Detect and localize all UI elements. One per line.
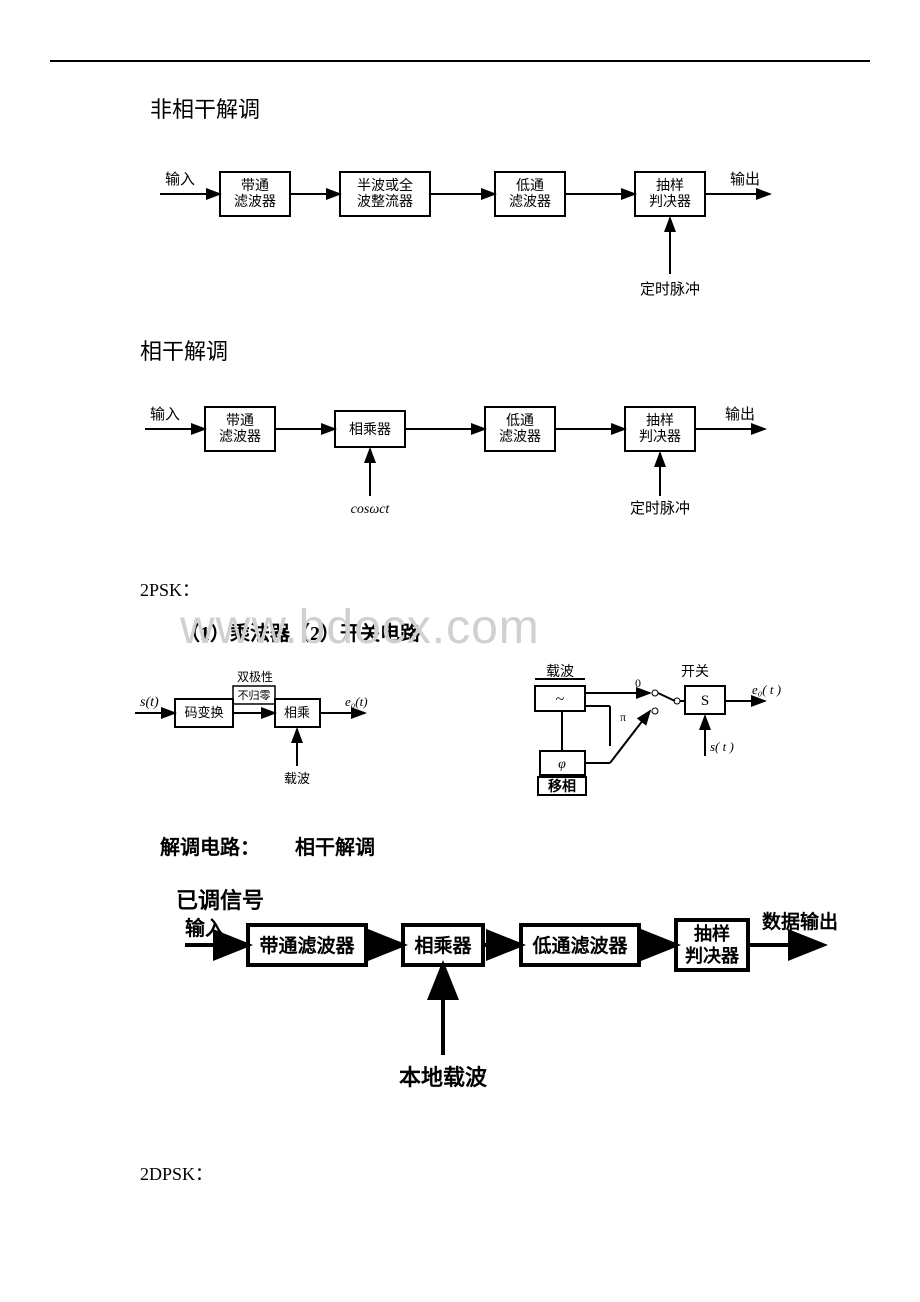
diagram-coherent: 输入 带通 滤波器 相乘器 低通 滤波器 抽样 判决器 输出 cosωct 定时… xyxy=(50,381,870,551)
demod-circuit-label: 解调电路： xyxy=(160,837,260,859)
d2-b3a: 低通 xyxy=(506,413,534,429)
d1-b3a: 低通 xyxy=(516,178,544,194)
d2-b1b: 滤波器 xyxy=(219,429,261,445)
d1-b2b: 波整流器 xyxy=(357,194,413,210)
d4-b4a: 抽样 xyxy=(694,923,730,944)
d4-b1: 带通滤波器 xyxy=(259,934,355,957)
d2-input-label: 输入 xyxy=(150,406,180,423)
d2-b2: 相乘器 xyxy=(349,422,391,438)
diagram-noncoherent: 输入 带通 滤波器 半波或全 波整流器 低通 滤波器 抽样 判决器 输出 xyxy=(50,144,870,314)
d4-b3: 低通滤波器 xyxy=(531,934,628,957)
d3a-b1: 码变换 xyxy=(184,705,223,720)
d3b-tilde: ~ xyxy=(556,691,565,708)
d3b-carrier: 载波 xyxy=(546,664,574,680)
heading-coherent: 相干解调 xyxy=(140,334,870,366)
d3b-zero: 0 xyxy=(635,676,641,690)
d1-b1b: 滤波器 xyxy=(234,194,276,210)
d2-carrier: cosωct xyxy=(351,502,391,517)
heading-2dpsk: 2DPSK： xyxy=(140,1160,870,1186)
d2-timing: 定时脉冲 xyxy=(630,500,690,517)
heading-psk-methods: （1）乘法器（2）开关电路 xyxy=(180,617,870,646)
d3b-pi: π xyxy=(620,710,626,724)
heading-2psk: 2PSK： xyxy=(140,576,870,602)
d4-output: 数据输出 xyxy=(762,910,838,933)
d1-timing: 定时脉冲 xyxy=(640,281,700,298)
d3a-carrier: 载波 xyxy=(284,771,310,786)
d2-b1a: 带通 xyxy=(226,413,254,429)
top-rule xyxy=(50,60,870,62)
d3b-shift: 移相 xyxy=(548,778,576,795)
d1-b1a: 带通 xyxy=(241,178,269,194)
heading-demod: 解调电路： 相干解调 xyxy=(160,831,870,860)
d4-sig: 已调信号 xyxy=(176,888,264,913)
d1-input-label: 输入 xyxy=(165,171,195,188)
d3b-out: e₀( t ) xyxy=(752,682,781,697)
d2-b4a: 抽样 xyxy=(646,413,674,429)
d3b-s: S xyxy=(701,693,709,709)
d2-output-label: 输出 xyxy=(725,406,755,423)
d1-output-label: 输出 xyxy=(730,171,760,188)
d3a-out: e₀(t) xyxy=(345,694,368,709)
d1-b3b: 滤波器 xyxy=(509,194,551,210)
d4-input: 输入 xyxy=(185,916,225,940)
d4-local: 本地载波 xyxy=(399,1065,488,1090)
d1-b4b: 判决器 xyxy=(649,194,691,210)
heading-noncoherent: 非相干解调 xyxy=(150,92,870,124)
d1-b2a: 半波或全 xyxy=(357,177,413,194)
diagram-demod-bold: 已调信号 输入 带通滤波器 相乘器 低通滤波器 抽样 判决器 数据输出 本地载波 xyxy=(50,880,870,1110)
d1-b4a: 抽样 xyxy=(656,178,684,194)
d3a-b2: 相乘 xyxy=(284,705,310,720)
demod-type-label: 相干解调 xyxy=(295,837,375,859)
d4-b4b: 判决器 xyxy=(685,945,740,966)
d3b-phi: φ xyxy=(558,757,566,772)
d3b-switch: 开关 xyxy=(681,664,709,680)
d3a-top1: 双极性 xyxy=(237,670,273,684)
d4-b2: 相乘器 xyxy=(414,935,472,957)
d2-b4b: 判决器 xyxy=(639,429,681,445)
d3b-st: s( t ) xyxy=(710,739,734,754)
diagram-2psk-circuits: s(t) 码变换 双极性 不归零 相乘 e₀(t) 载波 载波 开关 ~ xyxy=(50,651,870,801)
d2-b3b: 滤波器 xyxy=(499,429,541,445)
d3a-st: s(t) xyxy=(140,695,159,710)
d3a-top2: 不归零 xyxy=(238,688,271,702)
